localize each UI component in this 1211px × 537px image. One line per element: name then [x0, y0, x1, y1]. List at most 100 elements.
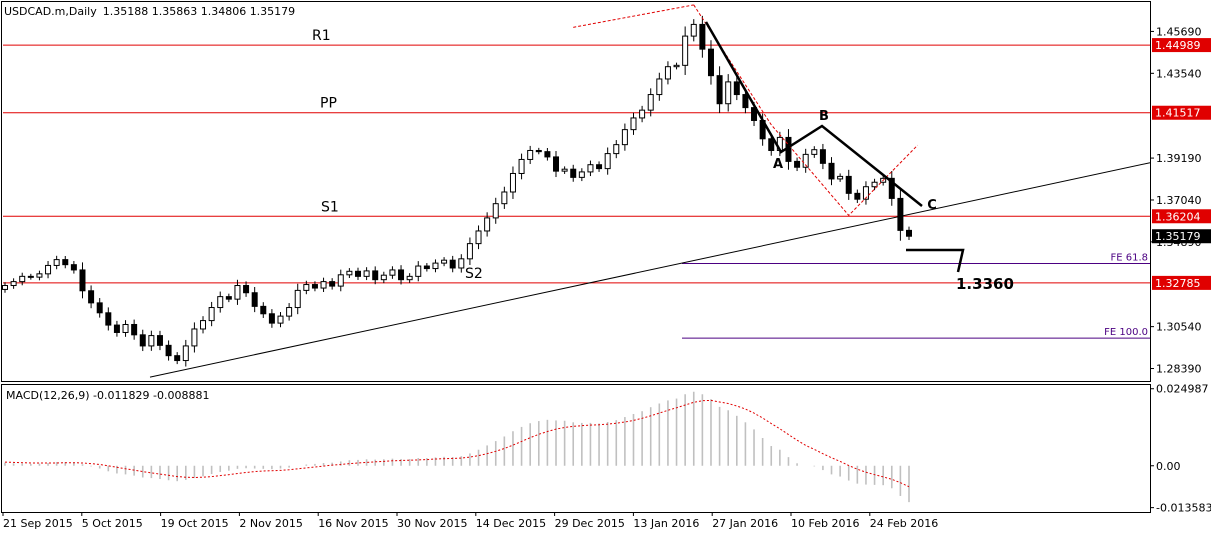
candle-body-down [845, 175, 852, 194]
candle-body-up [217, 296, 224, 309]
candle-body-up [294, 289, 301, 309]
candle-body-up [802, 153, 809, 168]
candle-body-down [423, 265, 430, 270]
pivot-price-tag [1152, 275, 1211, 290]
wave-label-c: C [927, 198, 937, 213]
candle-body-up [441, 259, 448, 264]
macd-tick-label: 0.024987 [1156, 383, 1209, 396]
wave-dash-down [693, 4, 918, 217]
pivot-price-tag-text: 1.41517 [1155, 107, 1201, 120]
price-tick-label: 1.30540 [1156, 321, 1202, 334]
time-tick-label: 24 Feb 2016 [870, 517, 938, 530]
candle-body-down [828, 162, 835, 180]
trend-lines [149, 162, 1151, 378]
candle-body-up [19, 275, 26, 283]
candle-body-up [475, 230, 482, 245]
candle-body-down [165, 344, 172, 357]
candle-body-up [458, 258, 465, 269]
wave-dash-up [573, 4, 694, 28]
candle-body-up [191, 328, 198, 347]
pivot-price-tag-text: 1.44989 [1155, 39, 1201, 52]
candle-body-up [656, 78, 663, 96]
candle-body-up [406, 275, 413, 281]
candle-body-up [639, 109, 646, 119]
candle-body-down [243, 285, 250, 294]
candle-body-down [113, 324, 120, 333]
fe-label: FE 61.8 [1110, 253, 1148, 264]
time-axis: 21 Sep 2015 5 Oct 2015 19 Oct 2015 2 Nov 20… [2, 512, 938, 530]
candle-body-up [647, 94, 654, 111]
candle-body-down [354, 270, 361, 277]
candle-body-down [62, 259, 69, 266]
candle-body-up [604, 153, 611, 170]
time-tick-label: 2 Nov 2015 [239, 517, 302, 530]
candle-body-up [690, 23, 697, 37]
price-pane-frame [1, 1, 1151, 382]
candle-body-up [587, 164, 594, 173]
candle-body-down [699, 23, 706, 50]
candle-body-down [716, 75, 723, 105]
candle-body-down [733, 81, 740, 96]
candle-body-up [725, 81, 732, 105]
pivot-price-tag-text: 1.36204 [1155, 210, 1201, 223]
current-price-tag [1152, 229, 1211, 244]
candlestick-series [2, 15, 912, 367]
rising-trendline [149, 162, 1151, 378]
pattern-overlays: A B C 1.3360 [573, 4, 1014, 293]
macd-tick-label: 0.00 [1156, 460, 1181, 473]
candle-body-down [225, 296, 232, 300]
current-price-tag-text: 1.35179 [1155, 230, 1201, 243]
candle-body-up [36, 273, 43, 278]
candle-body-down [27, 275, 34, 278]
time-tick-label: 30 Nov 2015 [397, 517, 467, 530]
candle-body-down [794, 160, 801, 168]
macd-tick-label: -0.013583 [1156, 502, 1211, 515]
candle-body-down [260, 305, 267, 315]
candle-body-up [673, 64, 680, 68]
candle-body-up [303, 284, 310, 291]
time-tick-label: 13 Jan 2016 [633, 517, 699, 530]
target-projection-line [906, 248, 965, 273]
candle-body-up [277, 315, 284, 324]
candle-body-up [630, 117, 637, 131]
target-price-label: 1.3360 [956, 275, 1014, 293]
candle-body-up [337, 274, 344, 287]
time-tick-label: 5 Oct 2015 [82, 517, 143, 530]
time-tick-label: 19 Oct 2015 [161, 517, 229, 530]
candle-body-down [88, 290, 95, 304]
candle-body-down [854, 192, 861, 200]
time-tick-label: 16 Nov 2015 [318, 517, 388, 530]
candle-body-down [742, 94, 749, 109]
pivot-price-tag [1152, 105, 1211, 120]
price-tick-label: 1.28390 [1156, 363, 1202, 376]
candle-body-up [682, 35, 689, 66]
candle-body-up [509, 172, 516, 193]
candle-body-up [518, 158, 525, 174]
candle-body-down [888, 177, 895, 199]
pivot-label-r1: R1 [312, 28, 331, 44]
pivot-price-tag-text: 1.32785 [1155, 277, 1201, 290]
wave-label-b: B [819, 109, 829, 124]
macd-pane-frame [1, 384, 1151, 513]
pivot-label-pp: PP [320, 96, 337, 112]
chart-header: USDCAD.m,Daily 1.35188 1.35863 1.34806 1.… [4, 5, 295, 18]
abc-pattern-line [704, 21, 923, 207]
candle-body-up [208, 307, 215, 322]
candle-body-down [268, 313, 275, 324]
time-tick-label: 21 Sep 2015 [3, 517, 73, 530]
candle-body-down [906, 229, 912, 237]
candle-body-down [535, 149, 542, 153]
candle-body-up [621, 129, 628, 146]
pivot-levels: R1 1.44989 PP 1.41517 S1 1.36204 S2 1.32785 [3, 28, 1211, 290]
candle-body-up [363, 270, 370, 277]
price-tick-label: 1.39190 [1156, 152, 1202, 165]
candle-body-down [570, 168, 577, 178]
candle-body-up [346, 270, 353, 276]
pivot-label-s2: S2 [465, 266, 483, 282]
candle-body-down [105, 312, 112, 326]
candle-body-up [45, 264, 52, 275]
candle-body-up [484, 217, 491, 232]
candle-body-up [380, 274, 387, 281]
fibonacci-extensions: FE 61.8 FE 100.0 [682, 253, 1150, 339]
candle-body-up [148, 335, 155, 347]
